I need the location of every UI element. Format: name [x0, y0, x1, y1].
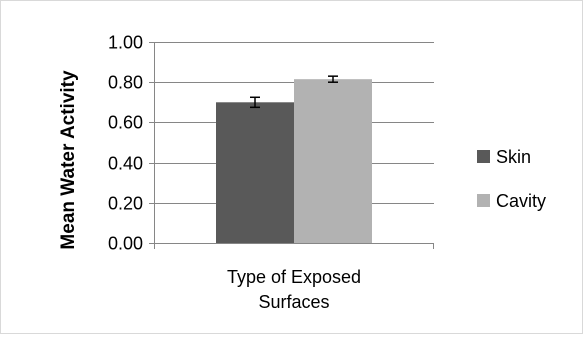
y-tick-label: 0.80: [108, 73, 143, 93]
legend-label-cavity: Cavity: [496, 191, 546, 211]
legend-swatch-cavity: [477, 194, 490, 207]
legend: Skin Cavity: [477, 147, 546, 211]
y-tick-label: 0.40: [108, 154, 143, 174]
y-tick-label: 0.60: [108, 113, 143, 133]
error-bars: [250, 75, 338, 109]
y-axis-ticks: 0.00 0.20 0.40 0.60 0.80 1.00: [108, 33, 154, 254]
y-tick-label: 1.00: [108, 33, 143, 53]
bar-cavity: [294, 79, 372, 243]
x-category-label-line: Surfaces: [258, 292, 329, 312]
axes: [154, 42, 434, 249]
bars: [216, 79, 372, 243]
y-tick-label: 0.00: [108, 234, 143, 254]
bar-skin: [216, 102, 294, 243]
legend-swatch-skin: [477, 150, 490, 163]
legend-label-skin: Skin: [496, 147, 531, 167]
x-category-label-line: Type of Exposed: [227, 267, 361, 287]
y-axis-label: Mean Water Activity: [58, 70, 79, 250]
x-axis-category-label: Type of Exposed Surfaces: [227, 267, 361, 312]
y-tick-label: 0.20: [108, 194, 143, 214]
